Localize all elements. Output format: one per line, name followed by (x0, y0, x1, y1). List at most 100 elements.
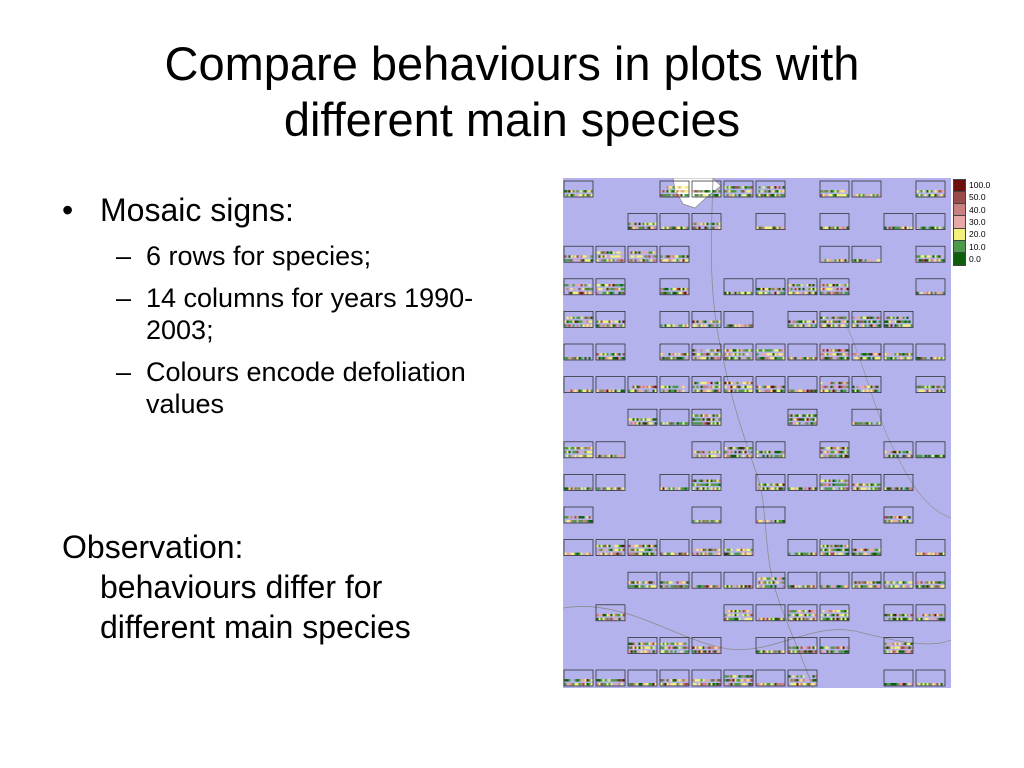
mosaic-cell (610, 357, 613, 360)
mosaic-cell (602, 544, 605, 548)
mosaic-cell (632, 646, 635, 649)
mosaic-cell (896, 646, 899, 649)
mosaic-cell (884, 226, 887, 229)
mosaic-cell (828, 349, 831, 352)
mosaic-cell (724, 454, 727, 458)
mosaic-cell (928, 585, 931, 588)
mosaic-cell (638, 259, 641, 262)
mosaic-cell (908, 650, 911, 653)
mosaic-cell (564, 447, 567, 450)
mosaic-cell (698, 487, 701, 490)
mosaic-cell (748, 291, 751, 295)
mosaic-cell (892, 613, 895, 617)
mosaic-cell (654, 548, 657, 552)
mosaic-sign (755, 441, 786, 459)
mosaic-cell (734, 683, 737, 686)
mosaic-cell (730, 353, 733, 356)
mosaic-cell (900, 646, 903, 649)
mosaic-cell (834, 324, 837, 327)
mosaic-cell (676, 646, 679, 649)
mosaic-cell (700, 483, 703, 486)
mosaic-cell (740, 190, 743, 193)
mosaic-cell (932, 385, 935, 389)
mosaic-cell (580, 516, 583, 519)
mosaic-cell (798, 422, 801, 425)
mosaic-cell (630, 222, 633, 226)
mosaic-cell (632, 389, 635, 392)
mosaic-cell (632, 548, 635, 552)
mosaic-cell (940, 190, 943, 193)
mosaic-cell (796, 646, 799, 649)
mosaic-cell (842, 585, 845, 588)
mosaic-cell (670, 255, 673, 258)
mosaic-cell (860, 259, 863, 262)
mosaic-cell (580, 291, 583, 295)
mosaic-cell (582, 190, 585, 193)
mosaic-cell (610, 291, 613, 295)
mosaic-cell (764, 349, 767, 352)
mosaic-cell (650, 683, 653, 686)
mosaic-cell (638, 544, 641, 548)
mosaic-cell (836, 450, 839, 454)
mosaic-cell (924, 226, 927, 229)
mosaic-cell (606, 487, 609, 490)
mosaic-cell (672, 194, 675, 197)
mosaic-cell (682, 679, 685, 682)
mosaic-cell (634, 552, 637, 555)
mosaic-cell (834, 353, 837, 356)
mosaic-cell (586, 259, 589, 262)
mosaic-cell (634, 548, 637, 552)
mosaic-cell (772, 577, 775, 580)
mosaic-cell (824, 617, 827, 621)
mosaic-cell (824, 552, 827, 555)
mosaic-cell (832, 447, 835, 450)
mosaic-cell (734, 454, 737, 458)
mosaic-cell (828, 284, 831, 287)
mosaic-cell (822, 226, 825, 229)
mosaic-cell (718, 552, 721, 555)
mosaic-cell (692, 320, 695, 323)
mosaic-cell (772, 581, 775, 584)
mosaic-cell (570, 516, 573, 519)
mosaic-cell (768, 581, 771, 584)
mosaic-cell (792, 585, 795, 588)
mosaic-cell (798, 320, 801, 323)
mosaic-cell (824, 287, 827, 291)
mosaic-cell (686, 291, 689, 295)
mosaic-cell (732, 194, 735, 197)
mosaic-cell (762, 577, 765, 580)
mosaic-cell (876, 585, 879, 588)
mosaic-cell (686, 226, 689, 229)
mosaic-cell (864, 487, 867, 490)
mosaic-cell (836, 646, 839, 649)
mosaic-cell (576, 284, 579, 287)
mosaic-cell (612, 487, 615, 490)
mosaic-cell (672, 422, 675, 425)
mosaic-cell (836, 483, 839, 486)
mosaic-cell (718, 381, 721, 385)
mosaic-cell (810, 418, 813, 421)
mosaic-cell (684, 287, 687, 291)
mosaic-cell (806, 389, 809, 392)
mosaic-cell (716, 357, 719, 360)
legend-label: 10.0 (969, 241, 986, 252)
mosaic-cell (762, 450, 765, 454)
mosaic-cell (742, 291, 745, 295)
mosaic-cell (888, 487, 891, 490)
mosaic-cell (590, 291, 593, 295)
mosaic-cell (636, 418, 639, 421)
mosaic-cell (652, 222, 655, 226)
mosaic-cell (820, 284, 823, 287)
mosaic-sign (787, 311, 818, 328)
mosaic-cell (878, 316, 881, 319)
mosaic-frame (595, 311, 626, 328)
mosaic-cell (736, 613, 739, 617)
mosaic-cell (598, 548, 601, 552)
mosaic-cell (664, 487, 667, 490)
mosaic-cell (760, 226, 763, 229)
mosaic-cell (910, 585, 913, 588)
mosaic-cell (646, 581, 649, 584)
mosaic-cell (878, 483, 881, 486)
mosaic-cell (598, 255, 601, 258)
legend-swatch (953, 227, 966, 241)
